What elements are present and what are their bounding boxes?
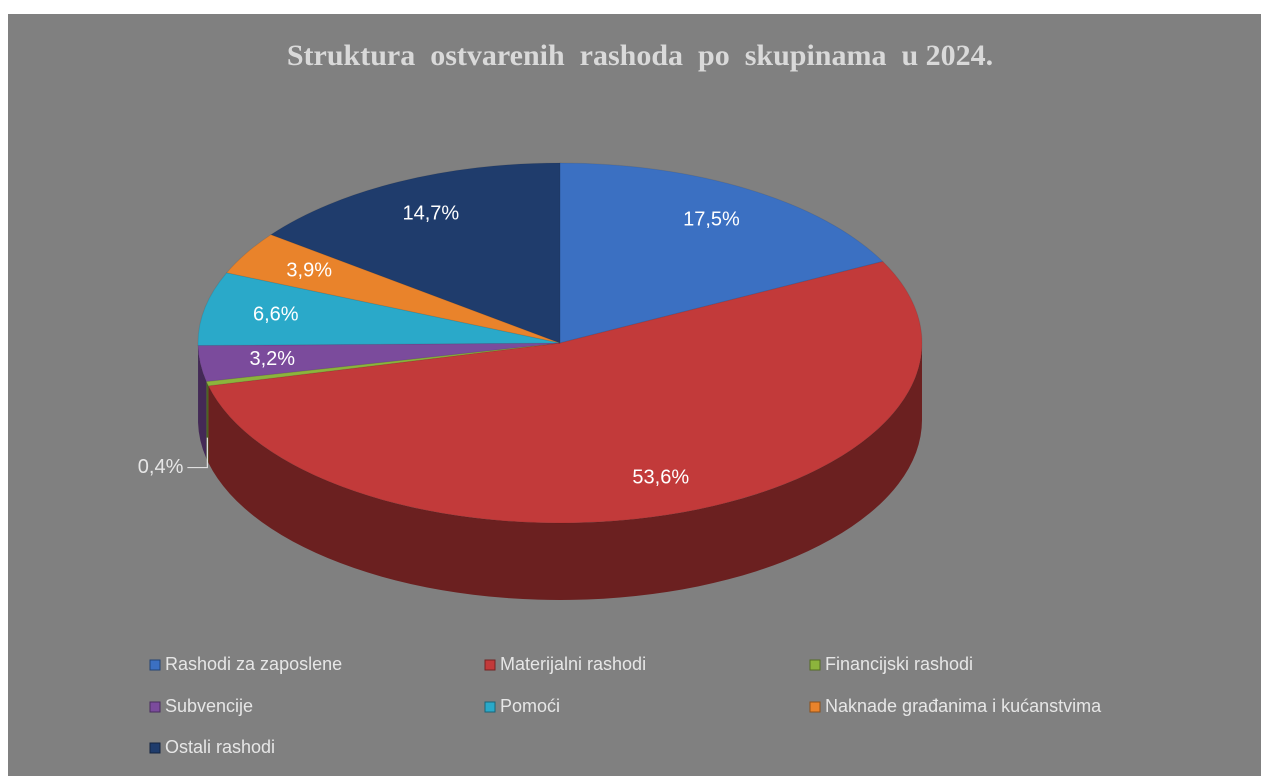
legend-label: Rashodi za zaposlene	[165, 654, 342, 674]
chart-title: Struktura ostvarenih rashoda po skupinam…	[287, 39, 993, 72]
value-label: 53,6%	[632, 466, 689, 488]
legend-swatch	[484, 701, 496, 713]
legend-label: Financijski rashodi	[825, 654, 973, 674]
value-label: 6,6%	[253, 304, 299, 326]
value-label: 3,2%	[250, 348, 296, 370]
legend-label: Pomoći	[500, 696, 560, 716]
legend-label: Materijalni rashodi	[500, 654, 646, 674]
slice-side	[208, 343, 922, 600]
value-label: 14,7%	[402, 202, 459, 224]
value-label: 0,4%	[138, 456, 184, 478]
slice	[559, 162, 884, 344]
slice	[197, 342, 561, 383]
value-label: 17,5%	[683, 209, 740, 231]
legend-swatch	[149, 659, 161, 671]
slice	[207, 260, 923, 524]
legend-label: Naknade građanima i kućanstvima	[825, 696, 1102, 716]
legend-swatch	[484, 659, 496, 671]
legend-swatch	[149, 701, 161, 713]
legend-swatch	[149, 742, 161, 754]
leader-line	[187, 437, 208, 469]
legend-swatch	[809, 701, 821, 713]
legend-swatch	[809, 659, 821, 671]
slice	[225, 234, 561, 344]
slice-side	[198, 345, 207, 459]
slice	[269, 162, 561, 344]
slice	[197, 272, 561, 347]
value-label: 3,9%	[286, 259, 332, 281]
slice	[205, 342, 561, 387]
legend-label: Subvencije	[165, 696, 253, 716]
legend-label: Ostali rashodi	[165, 737, 275, 757]
